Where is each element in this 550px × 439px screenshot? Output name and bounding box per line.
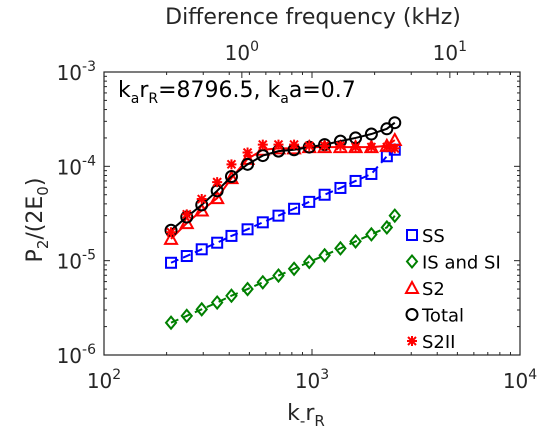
legend-marker	[407, 336, 417, 346]
data-point	[289, 139, 300, 150]
x-axis-label: k-rR	[287, 401, 325, 430]
data-point	[389, 143, 400, 154]
data-point	[226, 159, 237, 170]
data-point	[365, 167, 378, 180]
data-point	[163, 230, 179, 245]
legend-label: IS and SI	[422, 253, 501, 274]
legend: SS IS and SI S2 Total S2II	[404, 226, 501, 353]
data-point	[241, 281, 254, 297]
data-point	[380, 219, 394, 236]
series-line	[170, 215, 396, 324]
data-point	[304, 140, 315, 151]
data-point	[165, 256, 178, 269]
data-point	[212, 177, 223, 188]
top-axis-title: Difference frequency (kHz)	[165, 5, 461, 30]
data-point	[257, 139, 268, 150]
y-tick-label: 10-4	[57, 153, 97, 179]
data-point	[365, 226, 378, 242]
series-group	[164, 116, 402, 237]
series-line	[170, 148, 396, 264]
data-point	[256, 274, 270, 290]
data-point	[318, 247, 331, 263]
data-point	[388, 116, 402, 130]
data-point	[256, 216, 269, 229]
x-tick-label: 103	[295, 367, 329, 393]
data-point	[288, 202, 301, 215]
data-point	[381, 142, 392, 153]
y-axis-label: P2/(2E0)	[23, 178, 52, 263]
top-tick-label: 100	[225, 39, 259, 65]
x-tick-label: 102	[87, 367, 121, 393]
data-point	[273, 139, 284, 150]
data-point	[225, 229, 238, 242]
data-point	[335, 140, 346, 151]
data-point	[287, 261, 301, 277]
series-line	[170, 139, 396, 240]
data-point	[241, 157, 255, 171]
data-point	[166, 227, 177, 238]
legend-marker	[404, 279, 420, 294]
data-point	[349, 174, 362, 187]
data-point	[195, 301, 209, 317]
data-point	[380, 122, 394, 136]
axis-ticks: 102 103 104 10-6 10-5 10-4 10-3 100 101	[57, 39, 538, 393]
series-group	[165, 143, 401, 269]
data-point	[272, 209, 285, 222]
x-tick-label: 104	[503, 367, 537, 393]
top-tick-label: 101	[433, 39, 467, 65]
data-point	[334, 181, 347, 194]
data-point	[196, 194, 207, 205]
data-point	[195, 243, 208, 256]
legend-label: S2	[422, 279, 445, 300]
y-tick-label: 10-5	[57, 248, 96, 274]
data-point	[164, 315, 178, 331]
legend-marker	[405, 308, 419, 321]
data-point	[256, 149, 270, 163]
data-point	[334, 240, 347, 256]
data-point	[180, 250, 193, 263]
data-point	[318, 188, 331, 201]
legend-label: Total	[421, 306, 464, 327]
series-group	[164, 208, 402, 331]
data-point	[209, 190, 225, 205]
data-point	[223, 170, 240, 185]
series-line	[170, 121, 396, 232]
series-layer	[163, 116, 403, 331]
data-point	[241, 223, 254, 236]
legend-label: SS	[422, 226, 445, 247]
data-point	[211, 236, 224, 249]
legend-label: S2II	[422, 332, 456, 353]
legend-marker	[405, 253, 419, 270]
data-point	[349, 233, 362, 249]
data-point	[225, 288, 238, 304]
data-point	[366, 142, 377, 153]
plot-annotation: karR=8796.5, kaa=0.7	[118, 78, 356, 107]
y-tick-label: 10-6	[57, 342, 97, 368]
data-point	[350, 142, 361, 153]
data-point	[272, 268, 285, 284]
data-point	[224, 170, 238, 184]
data-point	[210, 294, 224, 311]
data-point	[180, 308, 194, 324]
data-point	[319, 140, 330, 151]
data-point	[364, 127, 378, 141]
data-point	[303, 195, 316, 208]
data-point	[242, 147, 253, 158]
data-point	[181, 209, 192, 220]
legend-marker	[406, 229, 418, 241]
data-point	[388, 208, 402, 224]
data-point	[302, 254, 316, 270]
y-tick-label: 10-3	[57, 59, 96, 85]
series-group	[166, 139, 400, 238]
